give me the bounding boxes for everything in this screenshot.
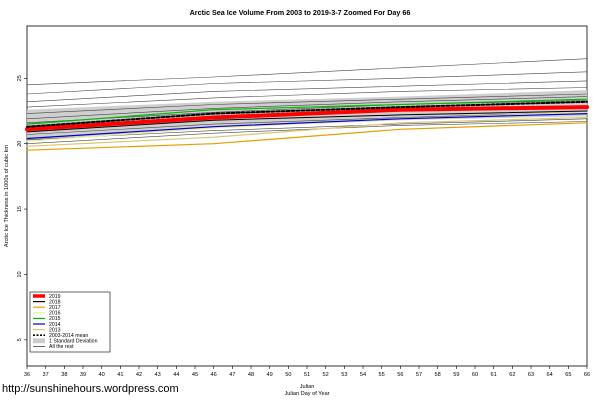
x-tick-label: 38	[61, 372, 67, 378]
plot-frame	[26, 25, 588, 367]
x-tick-label: 58	[435, 372, 441, 378]
x-tick-label: 41	[117, 372, 123, 378]
plot-area	[25, 58, 589, 151]
x-tick-label: 66	[584, 372, 590, 378]
x-tick-label: 48	[248, 372, 254, 378]
legend-label: 2018	[49, 299, 61, 305]
x-tick-label: 44	[173, 372, 179, 378]
x-tick-label: 56	[397, 372, 403, 378]
legend-label: 2003-2014 mean	[49, 333, 88, 339]
legend-label: 2019	[49, 294, 61, 300]
x-tick-label: 60	[472, 372, 478, 378]
legend-swatch	[33, 338, 45, 344]
x-tick-label: 54	[360, 372, 366, 378]
other-year-line-0	[26, 58, 588, 86]
legend-label: 2017	[49, 305, 61, 311]
credit-url: http://sunshinehours.wordpress.com	[2, 383, 179, 395]
legend-label: 2014	[49, 322, 61, 328]
x-tick-label: 39	[80, 372, 86, 378]
x-tick-label: 50	[285, 372, 291, 378]
legend-label: All the rest	[49, 344, 74, 350]
legend-label: 2013	[49, 327, 61, 333]
x-tick-label: 63	[528, 372, 534, 378]
x-axis-label: Julian	[300, 384, 315, 390]
series-line-2018	[26, 110, 588, 133]
x-tick-label: 51	[304, 372, 310, 378]
other-year-line-8	[26, 118, 588, 141]
x-tick-label: 59	[453, 372, 459, 378]
x-tick-label: 64	[547, 372, 553, 378]
series-line-2014	[26, 113, 588, 140]
x-tick-label: 55	[379, 372, 385, 378]
chart-title: Arctic Sea Ice Volume From 2003 to 2019-…	[190, 8, 411, 17]
x-tick-label: 65	[565, 372, 571, 378]
x-tick-label: 37	[43, 372, 49, 378]
other-year-line-6	[26, 100, 588, 124]
x-axis: 36 37 38 39 40 41 42 43 44 45 46 47 48 49 50 51 52 53 54 55…	[24, 366, 590, 378]
x-tick-label: 53	[341, 372, 347, 378]
y-tick-label: 10	[17, 271, 23, 277]
x-tick-label: 36	[24, 372, 30, 378]
x-tick-label: 40	[99, 372, 105, 378]
other-year-line-3	[26, 87, 588, 108]
other-year-line-7	[26, 112, 588, 135]
x-tick-label: 57	[416, 372, 422, 378]
series-line-2019	[25, 105, 589, 132]
other-year-line-4	[26, 93, 588, 114]
other-year-line-1	[26, 71, 588, 95]
x-tick-label: 43	[155, 372, 161, 378]
y-tick-label: 15	[17, 206, 23, 212]
x-tick-label: 42	[136, 372, 142, 378]
x-tick-label: 46	[211, 372, 217, 378]
series-line-2013	[26, 116, 588, 147]
y-tick-label: 20	[17, 141, 23, 147]
other-year-line-2	[26, 80, 588, 103]
series-line-2003-2014-mean	[26, 100, 588, 128]
legend-label: 2016	[49, 311, 61, 317]
x-tick-label: 61	[491, 372, 497, 378]
series-line-2017	[26, 122, 588, 151]
other-year-line-9	[26, 121, 588, 144]
x-tick-label: 47	[229, 372, 235, 378]
y-tick-label: 25	[17, 75, 23, 81]
legend-label: 1 Standard Deviation	[49, 339, 98, 345]
y-axis: 5 10 15 20 25	[17, 75, 27, 341]
x-tick-label: 62	[509, 372, 515, 378]
x-tick-label: 52	[323, 372, 329, 378]
x-tick-label: 49	[267, 372, 273, 378]
series-line-2016	[26, 111, 588, 142]
legend-label: 2015	[49, 316, 61, 322]
x-tick-label: 45	[192, 372, 198, 378]
x-axis-sublabel: Julian Day of Year	[284, 391, 329, 397]
y-tick-label: 5	[17, 338, 23, 341]
y-axis-label: Arctic Ice Thickness in 1000s of cubic k…	[4, 145, 10, 248]
series-line-2015	[26, 98, 588, 125]
other-year-line-5	[26, 96, 588, 120]
